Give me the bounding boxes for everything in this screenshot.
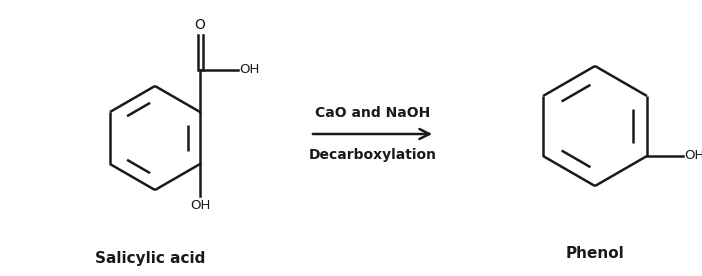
Text: Salicylic acid: Salicylic acid [95, 251, 205, 267]
Text: Decarboxylation: Decarboxylation [308, 148, 437, 162]
Text: OH: OH [239, 63, 260, 76]
Text: Phenol: Phenol [566, 246, 624, 261]
Text: OH: OH [684, 150, 702, 163]
Text: O: O [194, 18, 206, 32]
Text: OH: OH [190, 199, 210, 212]
Text: CaO and NaOH: CaO and NaOH [315, 106, 430, 120]
